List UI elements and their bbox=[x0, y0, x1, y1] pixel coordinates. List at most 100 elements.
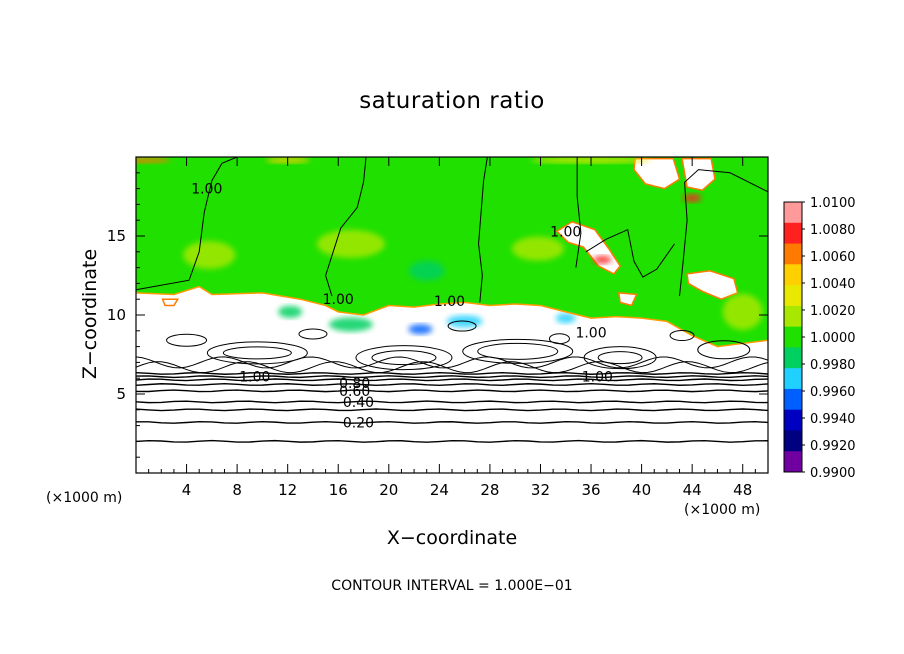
anomaly-blob-6 bbox=[183, 240, 236, 269]
clear-patch-1 bbox=[633, 157, 681, 190]
x-tick-label: 40 bbox=[632, 481, 651, 499]
contour-label: 1.00 bbox=[434, 294, 465, 310]
colorbar-swatch bbox=[784, 202, 802, 224]
x-tick-label: 8 bbox=[232, 481, 242, 499]
colorbar-label: 0.9900 bbox=[810, 466, 856, 481]
colorbar-label: 1.0040 bbox=[810, 277, 856, 292]
x-tick-label: 4 bbox=[182, 481, 192, 499]
colorbar-swatch bbox=[784, 243, 802, 265]
colorbar-label: 0.9940 bbox=[810, 412, 856, 427]
saturated-region bbox=[136, 157, 768, 347]
colorbar-label: 1.0020 bbox=[810, 304, 856, 319]
anomaly-blob-4 bbox=[555, 313, 576, 324]
cloud-cell-contour-5 bbox=[206, 341, 308, 365]
contour-wavy-2 bbox=[136, 356, 768, 369]
colorbar-label: 0.9920 bbox=[810, 439, 856, 454]
colorbar-label: 1.0080 bbox=[810, 223, 856, 238]
contour-wavy-1 bbox=[136, 361, 768, 374]
colorbar-label: 1.0000 bbox=[810, 331, 856, 346]
clear-patch-6 bbox=[161, 298, 180, 307]
contour-label: 1.00 bbox=[239, 370, 270, 386]
y-tick-label: 10 bbox=[107, 306, 126, 324]
anomaly-blob-15 bbox=[408, 260, 445, 281]
clear-patch-2 bbox=[681, 157, 716, 191]
x-tick-label: 16 bbox=[329, 481, 348, 499]
cloud-cell-contour-1 bbox=[462, 338, 574, 364]
x-tick-label: 28 bbox=[480, 481, 499, 499]
cloud-cell-contour-10 bbox=[298, 328, 328, 340]
cloud-cell-contour-8 bbox=[597, 351, 643, 365]
cloud-cell-contour-9 bbox=[697, 340, 751, 360]
x-unit-label-left: (×1000 m) bbox=[46, 490, 123, 506]
contour-label: 0.80 bbox=[339, 376, 370, 392]
contour-level-7 bbox=[136, 378, 768, 382]
colorbar-swatch bbox=[784, 451, 802, 473]
anomaly-blob-5 bbox=[278, 305, 303, 318]
colorbar-label: 0.9980 bbox=[810, 358, 856, 373]
contour-label: 1.00 bbox=[323, 292, 354, 308]
x-tick-label: 36 bbox=[581, 481, 600, 499]
contour-upper-1 bbox=[136, 157, 238, 291]
contour-upper-3 bbox=[478, 157, 488, 303]
cloud-cell-contour-3 bbox=[355, 345, 453, 371]
clear-patch-4 bbox=[686, 269, 739, 301]
anomaly-blob-14 bbox=[683, 194, 702, 203]
colorbar-swatch bbox=[784, 305, 802, 328]
cloud-cell-contour-11 bbox=[447, 320, 477, 332]
colorbar-swatch bbox=[784, 368, 802, 390]
cloud-cell-contour-7 bbox=[583, 346, 657, 370]
colorbar-swatch bbox=[784, 222, 802, 245]
contour-level-9 bbox=[136, 371, 768, 375]
cloud-cell-contour-4 bbox=[371, 350, 437, 366]
anomaly-blob-7 bbox=[316, 229, 385, 258]
x-tick-label: 12 bbox=[278, 481, 297, 499]
x-tick-label: 32 bbox=[531, 481, 550, 499]
cloud-cell-contour-13 bbox=[166, 333, 208, 347]
plot-field: 1.00 1.00 1.00 1.00 1.00 1.00 1.00 0.800.600.40… bbox=[136, 157, 768, 443]
colorbar-swatch bbox=[784, 347, 802, 369]
colorbar-swatch bbox=[784, 326, 802, 348]
anomaly-blob-3 bbox=[408, 324, 433, 335]
colorbar-swatch bbox=[784, 388, 802, 411]
cloud-cell-contour-6 bbox=[222, 346, 292, 360]
contour-label: 1.00 bbox=[191, 182, 222, 198]
x-unit-label-right: (×1000 m) bbox=[684, 502, 761, 518]
contour-label: 0.40 bbox=[343, 395, 374, 411]
y-tick-label: 15 bbox=[107, 227, 126, 245]
contour-interval-label: CONTOUR INTERVAL = 1.000E−01 bbox=[331, 578, 573, 594]
contour-label: 1.00 bbox=[582, 370, 613, 386]
contour-upper-4 bbox=[575, 157, 582, 268]
contour-level-1 bbox=[136, 439, 768, 443]
colorbar-label: 1.0100 bbox=[810, 196, 856, 211]
contour-upper-5 bbox=[679, 169, 768, 297]
contour-upper-2 bbox=[325, 157, 367, 297]
anomaly-blob-8 bbox=[511, 236, 564, 261]
x-tick-label: 48 bbox=[733, 481, 752, 499]
contour-level-5 bbox=[136, 389, 768, 393]
colorbar-swatch bbox=[784, 430, 802, 452]
anomaly-blob-10 bbox=[593, 255, 612, 264]
contour-level-3 bbox=[136, 408, 768, 412]
colorbar-swatch bbox=[784, 264, 802, 286]
contour-label: 1.00 bbox=[550, 224, 581, 240]
anomaly-blob-11 bbox=[136, 157, 171, 164]
x-tick-label: 20 bbox=[379, 481, 398, 499]
colorbar-swatch bbox=[784, 285, 802, 307]
contour-level-4 bbox=[136, 400, 768, 404]
cloud-cell-contour-14 bbox=[669, 330, 695, 342]
y-axis-label: Z−coordinate bbox=[79, 248, 101, 380]
cloud-cell-contour-2 bbox=[477, 342, 559, 360]
contour-label: 1.00 bbox=[575, 325, 606, 341]
contour-label: 0.60 bbox=[339, 384, 370, 400]
clear-patch-5 bbox=[617, 292, 638, 307]
cloud-boundary-edge bbox=[136, 285, 768, 348]
contour-level-8 bbox=[136, 375, 768, 379]
contour-upper-6 bbox=[585, 228, 675, 278]
x-axis-label: X−coordinate bbox=[386, 527, 518, 549]
anomaly-blob-1 bbox=[328, 317, 373, 332]
x-tick-label: 24 bbox=[430, 481, 449, 499]
anomaly-blob-9 bbox=[722, 293, 763, 330]
chart-title: saturation ratio bbox=[359, 88, 545, 114]
contour-level-6 bbox=[136, 383, 768, 387]
